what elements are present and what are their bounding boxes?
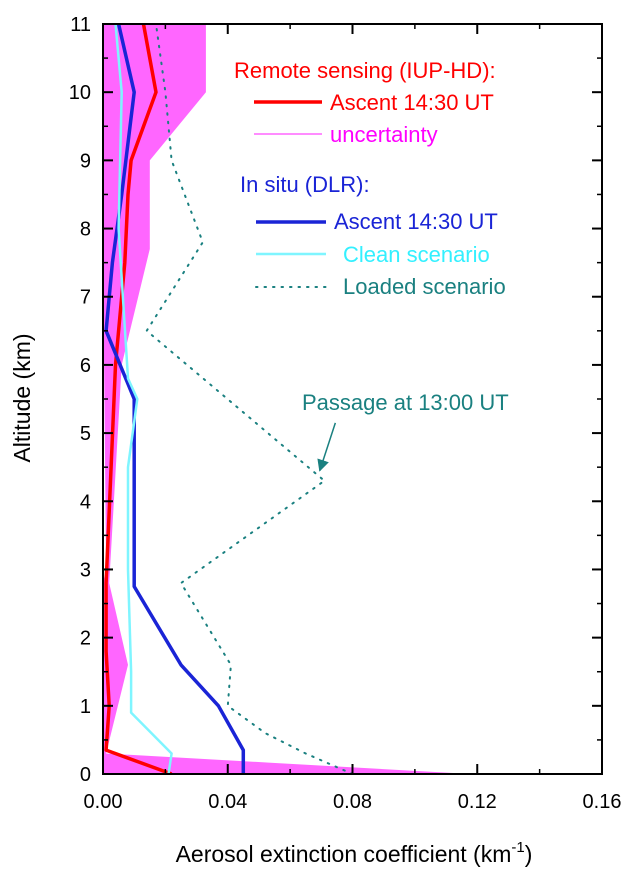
x-axis-label-main: Aerosol extinction coefficient (km: [176, 841, 512, 867]
x-tick-label: 0.12: [458, 791, 497, 813]
axis-tick-labels: 0.00 0.04 0.08 0.12 0.16 0 1 2 3 4 5 6 7 8 9 10 11: [69, 14, 622, 813]
y-tick-label: 1: [80, 696, 91, 718]
y-axis-label: Altitude (km): [9, 333, 35, 462]
y-tick-label: 2: [80, 628, 91, 650]
series-clean-scenario: [114, 24, 173, 774]
y-tick-label: 6: [80, 355, 91, 377]
legend-label-uncertainty: uncertainty: [330, 122, 438, 147]
y-tick-label: 10: [69, 82, 91, 104]
y-tick-label: 8: [80, 219, 91, 241]
annotation-text: Passage at 13:00 UT: [302, 390, 509, 415]
legend: Remote sensing (IUP-HD): Ascent 14:30 UT…: [234, 58, 506, 299]
uncertainty-band: [103, 24, 471, 774]
series-loaded-scenario: [145, 24, 354, 774]
y-tick-label: 11: [70, 14, 91, 36]
x-axis-label-superscript: -1: [511, 839, 524, 856]
legend-label-loaded: Loaded scenario: [343, 274, 506, 299]
legend-label-clean: Clean scenario: [343, 242, 490, 267]
legend-title-insitu: In situ (DLR):: [240, 172, 370, 197]
series-remote-ascent: [104, 24, 173, 774]
legend-title-remote: Remote sensing (IUP-HD):: [234, 58, 496, 83]
y-tick-label: 3: [80, 559, 91, 581]
y-tick-label: 7: [80, 287, 91, 309]
series-insitu-ascent: [104, 24, 246, 774]
legend-label-remote-ascent: Ascent 14:30 UT: [330, 90, 494, 115]
y-tick-label: 4: [80, 491, 91, 513]
legend-label-insitu-ascent: Ascent 14:30 UT: [334, 209, 498, 234]
x-tick-label: 0.00: [84, 791, 123, 813]
axis-ticks: [102, 23, 603, 775]
x-axis-label-end: ): [525, 841, 533, 867]
annotation: Passage at 13:00 UT: [302, 390, 509, 472]
x-axis-label: Aerosol extinction coefficient (km-1): [176, 839, 533, 867]
x-tick-label: 0.04: [208, 791, 247, 813]
x-tick-label: 0.08: [333, 791, 372, 813]
plot-area: [103, 24, 471, 774]
y-tick-label: 0: [80, 764, 91, 786]
y-tick-label: 5: [80, 423, 91, 445]
annotation-arrow: [317, 422, 337, 472]
y-tick-label: 9: [80, 150, 91, 172]
x-tick-label: 0.16: [583, 791, 622, 813]
